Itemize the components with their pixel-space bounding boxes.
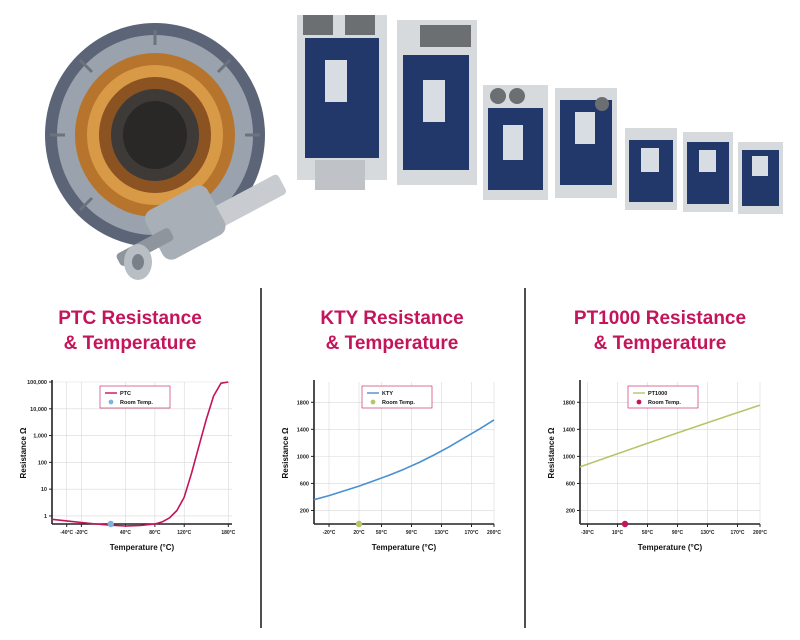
pt1000-legend-box bbox=[627, 385, 699, 409]
stator-image bbox=[45, 23, 265, 247]
drive-small-3 bbox=[738, 142, 783, 214]
drive-medium-1 bbox=[483, 85, 548, 200]
kty-legend-marker-label: Room Temp. bbox=[382, 400, 415, 406]
ptc-legend-box bbox=[99, 385, 171, 409]
pt1000-title-line1: PT1000 Resistance bbox=[573, 308, 747, 329]
ptc-x-tick-label-2: 40°C bbox=[120, 530, 132, 536]
ptc-x-tick-label-1: -20°C bbox=[75, 530, 88, 536]
pt1000-legend-marker-label: Room Temp. bbox=[648, 400, 681, 406]
ptc-x-tick-label-4: 120°C bbox=[177, 530, 191, 536]
kty-x-tick-label-4: 130°C bbox=[435, 530, 449, 536]
inverter-drives-photo bbox=[297, 15, 783, 214]
ptc-legend-marker-swatch bbox=[108, 399, 114, 405]
kty-x-tick-label-6: 200°C bbox=[487, 530, 501, 536]
stator-rotor-photo bbox=[45, 23, 287, 280]
kty-y-tick-label-0: 200 bbox=[300, 508, 309, 514]
drive-medium-2 bbox=[555, 88, 617, 198]
pt1000-x-tick-label-2: 50°C bbox=[642, 530, 654, 536]
ptc-y-tick-label-0: 1 bbox=[44, 514, 47, 520]
pt1000-y-tick-label-4: 1800 bbox=[563, 400, 575, 406]
kty-room-temp-marker bbox=[355, 520, 363, 528]
ptc-title-line1: PTC Resistance bbox=[58, 308, 202, 329]
kty-legend-box bbox=[361, 385, 433, 409]
pt1000-x-tick-label-1: 10°C bbox=[612, 530, 624, 536]
kty-x-axis-title: Temperature (°C) bbox=[372, 543, 437, 552]
kty-y-axis-title: Resistance Ω bbox=[281, 427, 290, 478]
drive-small-1 bbox=[625, 128, 677, 210]
pt1000-y-tick-label-2: 1000 bbox=[563, 454, 575, 460]
kty-legend-series-label: KTY bbox=[382, 391, 393, 397]
kty-series-line-0 bbox=[313, 419, 495, 501]
ptc-legend-series-label: PTC bbox=[120, 391, 131, 397]
ptc-y-tick-label-5: 100,000 bbox=[27, 380, 47, 386]
panel-divider-left bbox=[260, 288, 262, 628]
ptc-y-tick-label-2: 100 bbox=[38, 460, 47, 466]
pt1000-x-tick-label-3: 90°C bbox=[672, 530, 684, 536]
pt1000-x-tick-label-4: 130°C bbox=[701, 530, 715, 536]
ptc-room-temp-marker bbox=[107, 520, 114, 528]
pt1000-chart: 200 600 1000 1400 1800 -30°C 10°C 50°C 90°C 130°C… bbox=[547, 380, 767, 552]
ptc-title-line2: & Temperature bbox=[63, 333, 197, 354]
kty-y-tick-label-4: 1800 bbox=[297, 400, 309, 406]
kty-x-tick-label-1: 20°C bbox=[353, 530, 365, 536]
pt1000-x-axis-title: Temperature (°C) bbox=[638, 543, 703, 552]
pt1000-legend-marker-swatch bbox=[636, 399, 642, 405]
kty-chart: 200 600 1000 1400 1800 -20°C 20°C 50°C 90°C 130°C… bbox=[281, 380, 501, 552]
ptc-series-line-0 bbox=[51, 381, 229, 527]
kty-panel-title: KTY Resistance & Temperature bbox=[272, 306, 512, 356]
ptc-panel-title: PTC Resistance & Temperature bbox=[10, 306, 250, 356]
kty-legend-marker-swatch bbox=[370, 399, 376, 405]
ptc-y-tick-label-3: 1,000 bbox=[33, 434, 47, 440]
ptc-y-axis-title: Resistance Ω bbox=[19, 427, 28, 478]
kty-x-tick-label-2: 50°C bbox=[376, 530, 388, 536]
pt1000-x-tick-label-5: 170°C bbox=[731, 530, 745, 536]
kty-y-tick-label-1: 600 bbox=[300, 481, 309, 487]
ptc-x-axis-title: Temperature (°C) bbox=[110, 543, 175, 552]
kty-title-line1: KTY Resistance bbox=[320, 308, 464, 329]
pt1000-room-temp-marker bbox=[621, 520, 629, 528]
drive-small-2 bbox=[683, 132, 733, 212]
kty-y-tick-label-2: 1000 bbox=[297, 454, 309, 460]
rotor-image bbox=[116, 174, 287, 280]
pt1000-series-line-0 bbox=[579, 404, 761, 468]
pt1000-title-line2: & Temperature bbox=[593, 333, 727, 354]
kty-x-tick-label-3: 90°C bbox=[406, 530, 418, 536]
drive-large-2 bbox=[397, 20, 477, 185]
ptc-chart: 1 10 100 1,000 10,000 100,000 -40°C -20°C 40°C 80… bbox=[19, 380, 236, 552]
ptc-x-tick-label-5: 180°C bbox=[221, 530, 235, 536]
ptc-x-tick-label-3: 80°C bbox=[149, 530, 161, 536]
pt1000-y-axis-title: Resistance Ω bbox=[547, 427, 556, 478]
kty-x-tick-label-5: 170°C bbox=[465, 530, 479, 536]
pt1000-y-tick-label-0: 200 bbox=[566, 508, 575, 514]
pt1000-y-tick-label-1: 600 bbox=[566, 481, 575, 487]
panel-divider-right bbox=[524, 288, 526, 628]
kty-x-tick-label-0: -20°C bbox=[323, 530, 336, 536]
ptc-y-tick-label-4: 10,000 bbox=[30, 407, 47, 413]
pt1000-x-tick-label-0: -30°C bbox=[581, 530, 594, 536]
drive-large-1 bbox=[297, 15, 387, 190]
ptc-legend-marker-label: Room Temp. bbox=[120, 400, 153, 406]
pt1000-y-tick-label-3: 1400 bbox=[563, 427, 575, 433]
ptc-y-tick-label-1: 10 bbox=[41, 487, 47, 493]
kty-y-tick-label-3: 1400 bbox=[297, 427, 309, 433]
ptc-x-tick-label-0: -40°C bbox=[60, 530, 73, 536]
pt1000-x-tick-label-6: 200°C bbox=[753, 530, 767, 536]
kty-title-line2: & Temperature bbox=[325, 333, 459, 354]
pt1000-panel-title: PT1000 Resistance & Temperature bbox=[540, 306, 780, 356]
pt1000-legend-series-label: PT1000 bbox=[648, 391, 667, 397]
